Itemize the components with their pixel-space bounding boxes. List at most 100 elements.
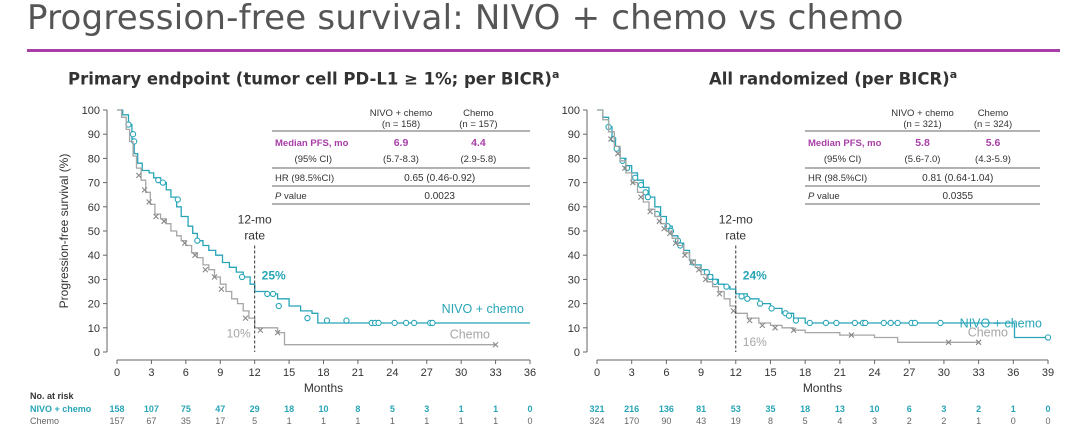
x-tick-label: 27 (903, 367, 915, 379)
chemo-12mo-rate: 10% (227, 326, 251, 340)
page-title: Progression-free survival: NIVO + chemo … (27, 0, 904, 38)
right-chart-title-text: All randomized (per BICR) (709, 69, 950, 89)
x-tick-label: 39 (1042, 367, 1054, 379)
table-hr-label: HR (98.5%CI) (808, 173, 867, 184)
nivo-censor-mark (304, 314, 311, 322)
nivo-censor-mark (862, 319, 869, 327)
risk-count: 67 (146, 416, 156, 426)
table-p-label-italic: P (275, 191, 282, 202)
x-tick-label: 3 (148, 367, 154, 379)
chemo-censor-mark (746, 317, 753, 324)
right-chart-title: All randomized (per BICR)a (709, 68, 957, 89)
nivo-censor-mark (894, 319, 901, 327)
table-ci-label: (95% CI) (295, 154, 332, 165)
nivo-censor-mark (269, 290, 277, 298)
risk-count: 3 (424, 404, 429, 414)
x-tick-label: 0 (114, 367, 120, 379)
chemo-censor-mark (688, 259, 695, 266)
chemo-censor-mark (772, 324, 778, 331)
risk-count: 13 (835, 404, 845, 414)
table-col2-n: (n = 157) (459, 119, 497, 130)
risk-header: No. at risk (30, 391, 75, 401)
x-axis-label: Months (304, 381, 343, 395)
chemo-censor-mark (629, 179, 636, 186)
risk-count: 8 (768, 416, 773, 426)
table-ci-chemo: (4.3-5.9) (975, 154, 1011, 165)
chemo-censor-mark (181, 240, 188, 246)
table-p-label-italic: P (808, 191, 815, 202)
risk-count: 2 (941, 416, 946, 426)
nivo-censor-mark (644, 193, 652, 201)
nivo-censor-mark (429, 319, 436, 327)
chemo-censor-mark (492, 341, 499, 348)
nivo-censor-mark (911, 319, 919, 327)
risk-count: 324 (589, 416, 604, 426)
chemo-censor-mark (702, 276, 709, 283)
nivo-12mo-rate: 25% (262, 268, 286, 282)
risk-count: 0 (1045, 404, 1050, 414)
table-median-nivo: 5.8 (915, 137, 930, 149)
risk-count: 3 (872, 416, 877, 426)
risk-count: 35 (181, 416, 191, 426)
nivo-censor-mark (238, 273, 246, 281)
risk-count: 2 (907, 416, 912, 426)
x-tick-label: 30 (455, 367, 467, 379)
risk-count: 43 (696, 416, 706, 426)
chemo-censor-mark (945, 339, 952, 346)
risk-count: 1 (1011, 404, 1016, 414)
x-tick-label: 30 (938, 367, 950, 379)
risk-count: 1 (321, 416, 326, 426)
table-median-chemo: 4.4 (471, 137, 486, 149)
risk-count: 5 (252, 416, 257, 426)
risk-count: 29 (250, 404, 260, 414)
x-tick-label: 36 (1007, 367, 1019, 379)
y-tick-label: 90 (568, 129, 580, 141)
nivo-censor-mark (391, 319, 398, 327)
y-tick-label: 10 (88, 323, 100, 335)
x-tick-label: 24 (386, 367, 398, 379)
x-tick-label: 9 (698, 367, 704, 379)
nivo-censor-mark (887, 319, 894, 327)
table-col1-n: (n = 321) (903, 119, 941, 130)
chemo-curve (117, 109, 496, 346)
nivo-censor-mark (174, 196, 181, 203)
y-tick-label: 80 (88, 153, 100, 165)
x-axis-label: Months (803, 381, 842, 395)
risk-count: 17 (215, 416, 225, 426)
x-tick-label: 12 (730, 367, 742, 379)
nivo-censor-mark (756, 300, 764, 307)
chemo-censor-mark (672, 240, 679, 246)
y-tick-label: 10 (568, 323, 580, 335)
table-hr-value: 0.65 (0.46-0.92) (404, 173, 475, 184)
chemo-censor-mark (614, 150, 621, 157)
chemo-censor-mark (161, 218, 167, 225)
right-chart-title-sup: a (949, 68, 958, 81)
nivo-censor-mark (880, 319, 887, 327)
risk-count: 90 (661, 416, 671, 426)
nivo-censor-mark (1044, 334, 1052, 341)
nivo-censor-mark (194, 237, 201, 244)
risk-count: 3 (941, 404, 946, 414)
y-tick-label: 50 (568, 226, 580, 238)
risk-count: 1 (493, 404, 498, 414)
risk-count: 10 (870, 404, 880, 414)
y-tick-label: 30 (568, 274, 580, 286)
table-col2-header: Chemo (978, 108, 1009, 119)
risk-count: 47 (215, 404, 225, 414)
left-chart-title: Primary endpoint (tumor cell PD-L1 ≥ 1%;… (68, 68, 559, 89)
risk-count: 10 (318, 404, 328, 414)
chemo-series-label: Chemo (450, 328, 490, 342)
nivo-censor-mark (343, 317, 350, 324)
risk-count: 4 (837, 416, 842, 426)
x-tick-label: 33 (972, 367, 984, 379)
chemo-censor-mark (647, 208, 654, 215)
risk-count: 81 (696, 404, 706, 414)
nivo-censor-mark (323, 317, 331, 324)
risk-count: 5 (803, 416, 808, 426)
rate-label-line2: rate (725, 228, 746, 242)
nivo-censor-mark (744, 295, 751, 302)
x-tick-label: 9 (217, 367, 223, 379)
table-median-label: Median PFS, mo (808, 138, 882, 149)
risk-count: 5 (390, 404, 395, 414)
